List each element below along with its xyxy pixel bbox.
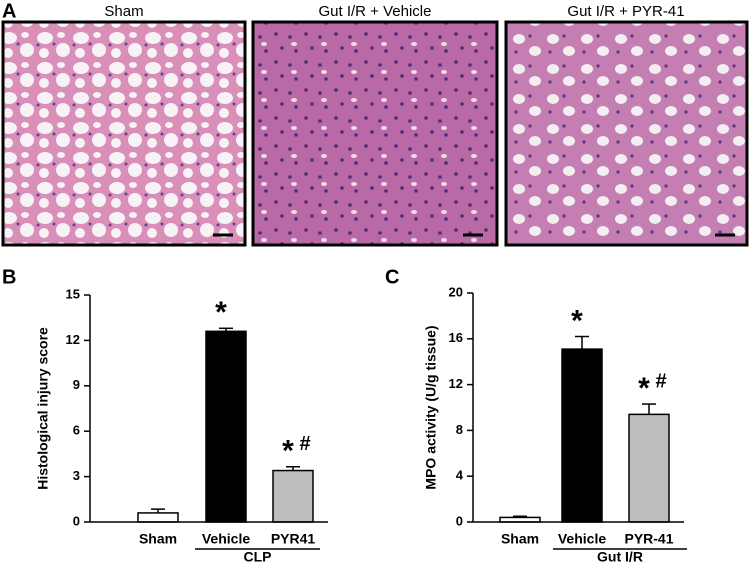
y-tick-label: 9 xyxy=(73,377,80,392)
x-tick-label: PYR-41 xyxy=(624,531,673,547)
annotation: * xyxy=(638,372,650,405)
x-tick-label: Sham xyxy=(139,531,177,547)
annotation: * xyxy=(215,296,227,329)
bar xyxy=(628,413,670,523)
micrograph xyxy=(1,20,247,247)
x-tick-label: Vehicle xyxy=(558,531,606,547)
bar xyxy=(137,512,179,523)
x-tick-label: Sham xyxy=(501,531,539,547)
image-title: Gut I/R + PYR-41 xyxy=(567,3,684,20)
y-tick-label: 16 xyxy=(449,330,463,345)
y-tick-label: 0 xyxy=(456,513,463,528)
group-label: Gut I/R xyxy=(597,549,643,564)
image-title: Sham xyxy=(104,3,143,20)
y-axis-label: Histological injury score xyxy=(35,327,51,490)
y-tick-label: 4 xyxy=(456,468,464,483)
annotation: # xyxy=(655,370,666,392)
panel-label: B xyxy=(2,266,16,288)
y-tick-label: 20 xyxy=(449,284,463,299)
y-tick-label: 12 xyxy=(449,376,463,391)
panel-label: A xyxy=(2,0,16,22)
annotation: * xyxy=(571,304,583,337)
micrograph xyxy=(504,20,749,247)
y-tick-label: 15 xyxy=(66,286,80,301)
annotation: * xyxy=(282,435,294,468)
y-tick-label: 8 xyxy=(456,422,463,437)
x-tick-label: PYR41 xyxy=(271,531,316,547)
bar xyxy=(561,348,603,523)
x-tick-label: Vehicle xyxy=(202,531,250,547)
y-tick-label: 0 xyxy=(73,513,80,528)
y-axis-label: MPO activity (U/g tissue) xyxy=(423,325,439,489)
bar xyxy=(272,469,314,523)
y-tick-label: 6 xyxy=(73,423,80,438)
annotation: # xyxy=(299,433,310,455)
group-label: CLP xyxy=(244,549,272,564)
image-title: Gut I/R + Vehicle xyxy=(319,3,432,20)
bar xyxy=(205,330,247,523)
y-tick-label: 3 xyxy=(73,468,80,483)
y-tick-label: 12 xyxy=(66,332,80,347)
micrograph xyxy=(251,20,499,247)
panel-label: C xyxy=(385,266,399,288)
